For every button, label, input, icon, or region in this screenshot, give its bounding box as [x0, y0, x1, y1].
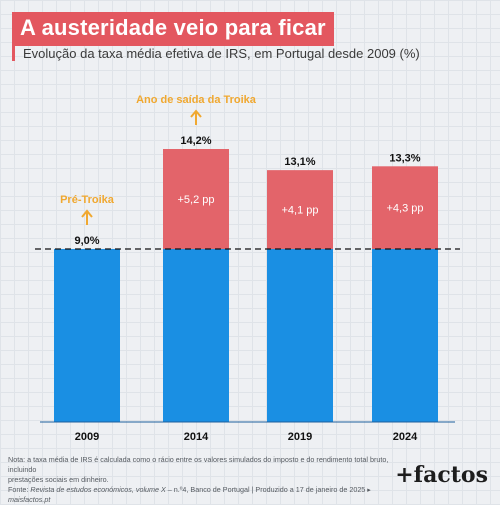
footnote: Nota: a taxa média de IRS é calculada co… — [8, 455, 408, 505]
bar-2019-segment-2 — [267, 170, 333, 249]
source-prefix: Fonte: — [8, 485, 31, 494]
note-line-1: Nota: a taxa média de IRS é calculada co… — [8, 455, 389, 474]
note-line-2: prestações sociais em dinheiro. — [8, 475, 109, 484]
bar-2024-segment-1 — [372, 248, 438, 422]
source-line: Fonte: Revista de estudos económicos, vo… — [8, 485, 408, 505]
chart-subtitle: Evolução da taxa média efetiva de IRS, e… — [12, 46, 420, 61]
total-label-2014: 14,2% — [180, 135, 211, 147]
annotation-label-2014: Ano de saída da Troika — [136, 94, 257, 106]
total-label-2019: 13,1% — [284, 156, 315, 168]
increase-label-2024: +4,3 pp — [386, 203, 423, 215]
total-label-2024: 13,3% — [389, 152, 420, 164]
bar-2014-segment-1 — [163, 248, 229, 422]
increase-label-2014: +5,2 pp — [177, 194, 214, 206]
source-title: Revista de estudos económicos, volume X — [30, 485, 166, 494]
annotation-label-2009: Pré-Troika — [60, 194, 115, 206]
x-tick-label-2024: 2024 — [393, 431, 418, 443]
bar-2009-segment-1 — [54, 248, 120, 422]
annotation-arrow-2014 — [190, 109, 202, 125]
brand-logo: +factos — [395, 462, 488, 488]
x-tick-label-2014: 2014 — [184, 431, 209, 443]
bar-2019-segment-1 — [267, 248, 333, 422]
x-tick-label-2019: 2019 — [288, 431, 312, 443]
increase-label-2019: +4,1 pp — [281, 205, 318, 217]
annotation-arrow-2009 — [81, 209, 93, 225]
source-details: – n.º4, Banco de Portugal | Produzido a … — [165, 485, 371, 494]
bar-2014-segment-2 — [163, 149, 229, 249]
x-tick-label-2009: 2009 — [75, 431, 99, 443]
total-label-2009: 9,0% — [74, 235, 99, 247]
bar-2024-segment-2 — [372, 166, 438, 249]
chart-title: A austeridade veio para ficar — [12, 12, 334, 46]
